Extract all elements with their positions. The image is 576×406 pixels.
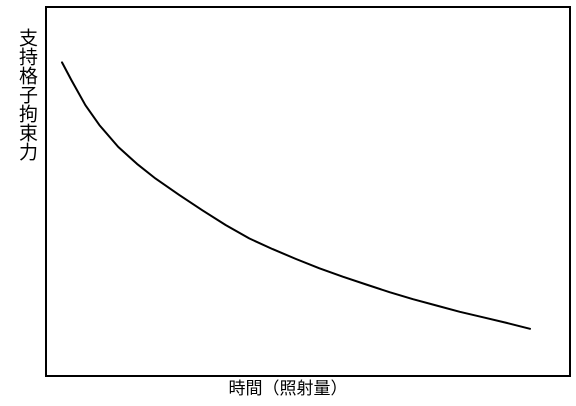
x-axis-label: 時間（照射量） <box>228 379 348 399</box>
series-line-0 <box>61 61 531 330</box>
series-layer <box>61 61 531 330</box>
plot-frame <box>45 6 571 377</box>
y-axis-label: 支持格子拘束力 <box>16 28 38 161</box>
